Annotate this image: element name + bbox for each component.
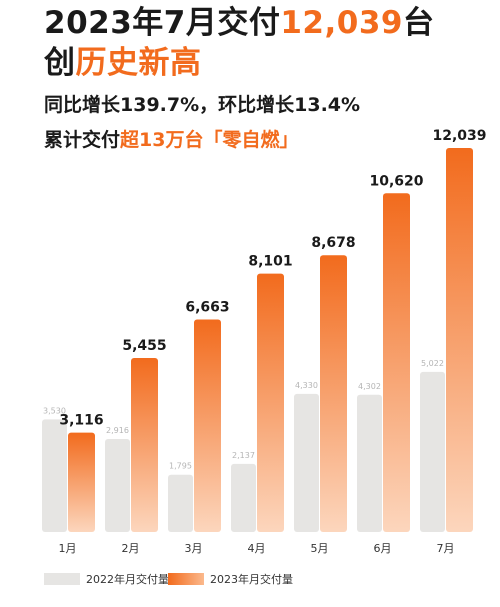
label-2023-1: 3,116 [59,413,103,429]
label-2023-7: 12,039 [432,128,486,144]
label-2022-3: 1,795 [169,462,192,471]
label-2023-2: 5,455 [122,338,166,354]
cumulative-subtitle: 累计交付超13万台「零自燃」 [44,128,298,152]
label-2023-3: 6,663 [185,299,229,315]
bar-2022-4 [231,463,256,532]
x-tick-4: 4月 [248,542,266,555]
headline-unit: 台 [403,5,435,41]
legend-label-2023: 2023年月交付量 [210,573,293,586]
x-tick-2: 2月 [122,542,140,555]
cumulative-prefix: 累计交付 [44,129,121,151]
label-2023-6: 10,620 [369,173,423,189]
legend-swatch-2022 [44,573,80,585]
headline-delivery-count: 12,039 [280,5,403,41]
label-2023-5: 8,678 [311,235,355,251]
legend-label-2022: 2022年月交付量 [86,573,169,586]
bar-2023-6 [383,193,410,532]
bar-2023-5 [320,255,347,532]
legend-item-2022: 2022年月交付量 [44,571,169,587]
label-2022-2: 2,916 [106,426,129,435]
x-tick-6: 6月 [374,542,392,555]
x-tick-1: 1月 [59,542,77,555]
cumulative-highlight: 超13万台「零自燃」 [120,129,299,151]
headline-line-1: 2023年7月交付12,039台 [44,4,435,42]
bar-2023-4 [257,273,284,532]
label-2022-1: 3,530 [43,406,66,415]
label-2022-5: 4,330 [295,381,318,390]
legend-swatch-2023 [168,573,204,585]
headline-line-2: 创历史新高 [44,44,202,82]
bar-2022-2 [105,438,130,532]
label-2022-4: 2,137 [232,451,255,460]
x-tick-3: 3月 [185,542,203,555]
bar-2023-1 [68,432,95,532]
bar-2022-7 [420,371,445,532]
bar-2022-3 [168,474,193,532]
x-tick-7: 7月 [437,542,455,555]
growth-subtitle: 同比增长139.7%，环比增长13.4% [44,94,361,116]
bar-2022-5 [294,393,319,532]
label-2022-6: 4,302 [358,382,381,391]
label-2023-4: 8,101 [248,254,292,270]
x-tick-5: 5月 [311,542,329,555]
headline-prefix: 2023年7月交付 [44,5,281,41]
headline-record-high: 历史新高 [75,45,202,81]
bar-2023-3 [194,319,221,532]
label-2022-7: 5,022 [421,359,444,368]
legend-item-2023: 2023年月交付量 [168,571,293,587]
bar-2022-1 [42,419,67,532]
headline-line-2-prefix: 创 [44,45,76,81]
bar-2023-2 [131,358,158,532]
bar-2022-6 [357,394,382,532]
bar-2023-7 [446,148,473,532]
